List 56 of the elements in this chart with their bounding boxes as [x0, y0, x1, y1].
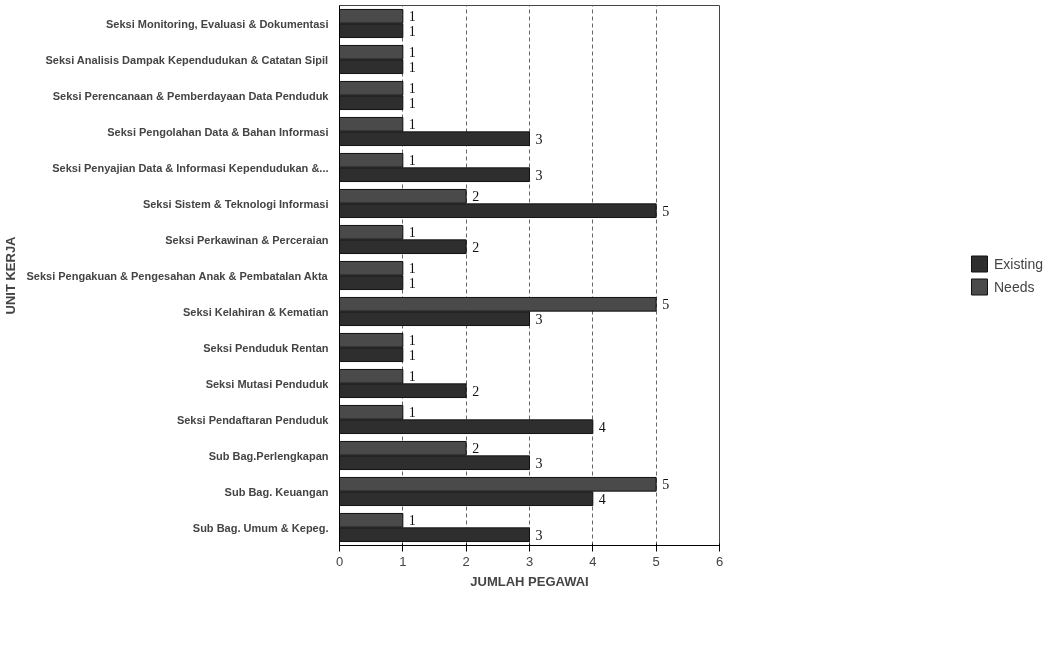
y-tick-label: Seksi Perencanaan & Pemberdayaan Data Penduduk: [52, 89, 330, 102]
x-tick-label: 5: [652, 553, 660, 569]
y-tick-label: Sub Bag. Keuangan: [224, 485, 329, 498]
x-axis-title: JUMLAH PEGAWAI: [470, 573, 589, 589]
data-label: 5: [662, 203, 670, 219]
data-label: 5: [662, 297, 670, 313]
x-tick-label: 1: [399, 553, 407, 569]
legend-label: Needs: [993, 278, 1035, 295]
y-tick-label: Seksi Mutasi Penduduk: [205, 377, 330, 390]
data-label: 3: [535, 131, 543, 147]
data-label: 2: [472, 383, 480, 399]
y-tick-label: Sub Bag. Umum & Kepeg.: [192, 521, 329, 534]
data-label: 1: [408, 45, 416, 61]
data-label: 1: [408, 275, 416, 291]
data-label: 1: [408, 9, 416, 25]
y-tick-label: Seksi Pengolahan Data & Bahan Informasi: [107, 125, 329, 138]
data-label: 1: [408, 23, 416, 39]
y-tick-label: Seksi Sistem & Teknologi Informasi: [142, 197, 329, 210]
y-axis-title: UNIT KERJA: [3, 235, 19, 315]
y-tick-label: Seksi Penduduk Rentan: [203, 341, 329, 354]
data-label: 4: [598, 491, 606, 507]
data-label: 1: [408, 59, 416, 75]
data-label: 2: [472, 189, 480, 205]
data-label: 2: [472, 239, 480, 255]
y-tick-label: Seksi Penyajian Data & Informasi Kependudukan &...: [52, 161, 329, 174]
data-label: 1: [408, 261, 416, 277]
legend-label: Existing: [993, 255, 1044, 272]
y-tick-label: Sub Bag.Perlengkapan: [208, 449, 329, 462]
y-tick-label: Seksi Perkawinan & Perceraian: [165, 233, 329, 246]
data-label: 2: [472, 441, 480, 457]
data-label: 1: [408, 153, 416, 169]
y-tick-label: Seksi Pengakuan & Pengesahan Anak & Pembatalan Akta: [26, 269, 329, 282]
x-tick-label: 3: [525, 553, 534, 569]
data-label: 1: [408, 333, 416, 349]
y-tick-label: Seksi Kelahiran & Kematian: [183, 305, 329, 318]
data-label: 3: [535, 167, 543, 183]
data-label: 1: [408, 405, 416, 421]
data-label: 3: [535, 311, 543, 327]
x-tick-label: 4: [589, 553, 597, 569]
data-label: 3: [535, 455, 543, 471]
data-label: 1: [408, 513, 416, 529]
data-label: 3: [535, 527, 543, 543]
data-label: 1: [408, 347, 416, 363]
data-label: 5: [662, 477, 670, 493]
data-label: 1: [408, 81, 416, 97]
y-tick-label: Seksi Monitoring, Evaluasi & Dokumentasi: [106, 17, 329, 30]
data-label: 1: [408, 225, 416, 241]
x-tick-label: 0: [335, 553, 344, 569]
data-label: 1: [408, 95, 416, 111]
y-tick-label: Seksi Analisis Dampak Kependudukan & Catatan Sipil: [45, 53, 329, 66]
data-label: 1: [408, 117, 416, 133]
y-tick-label: Seksi Pendaftaran Penduduk: [176, 413, 330, 426]
x-tick-label: 2: [462, 553, 470, 569]
data-label: 4: [598, 419, 606, 435]
x-tick-label: 6: [715, 553, 724, 569]
data-label: 1: [408, 369, 416, 385]
